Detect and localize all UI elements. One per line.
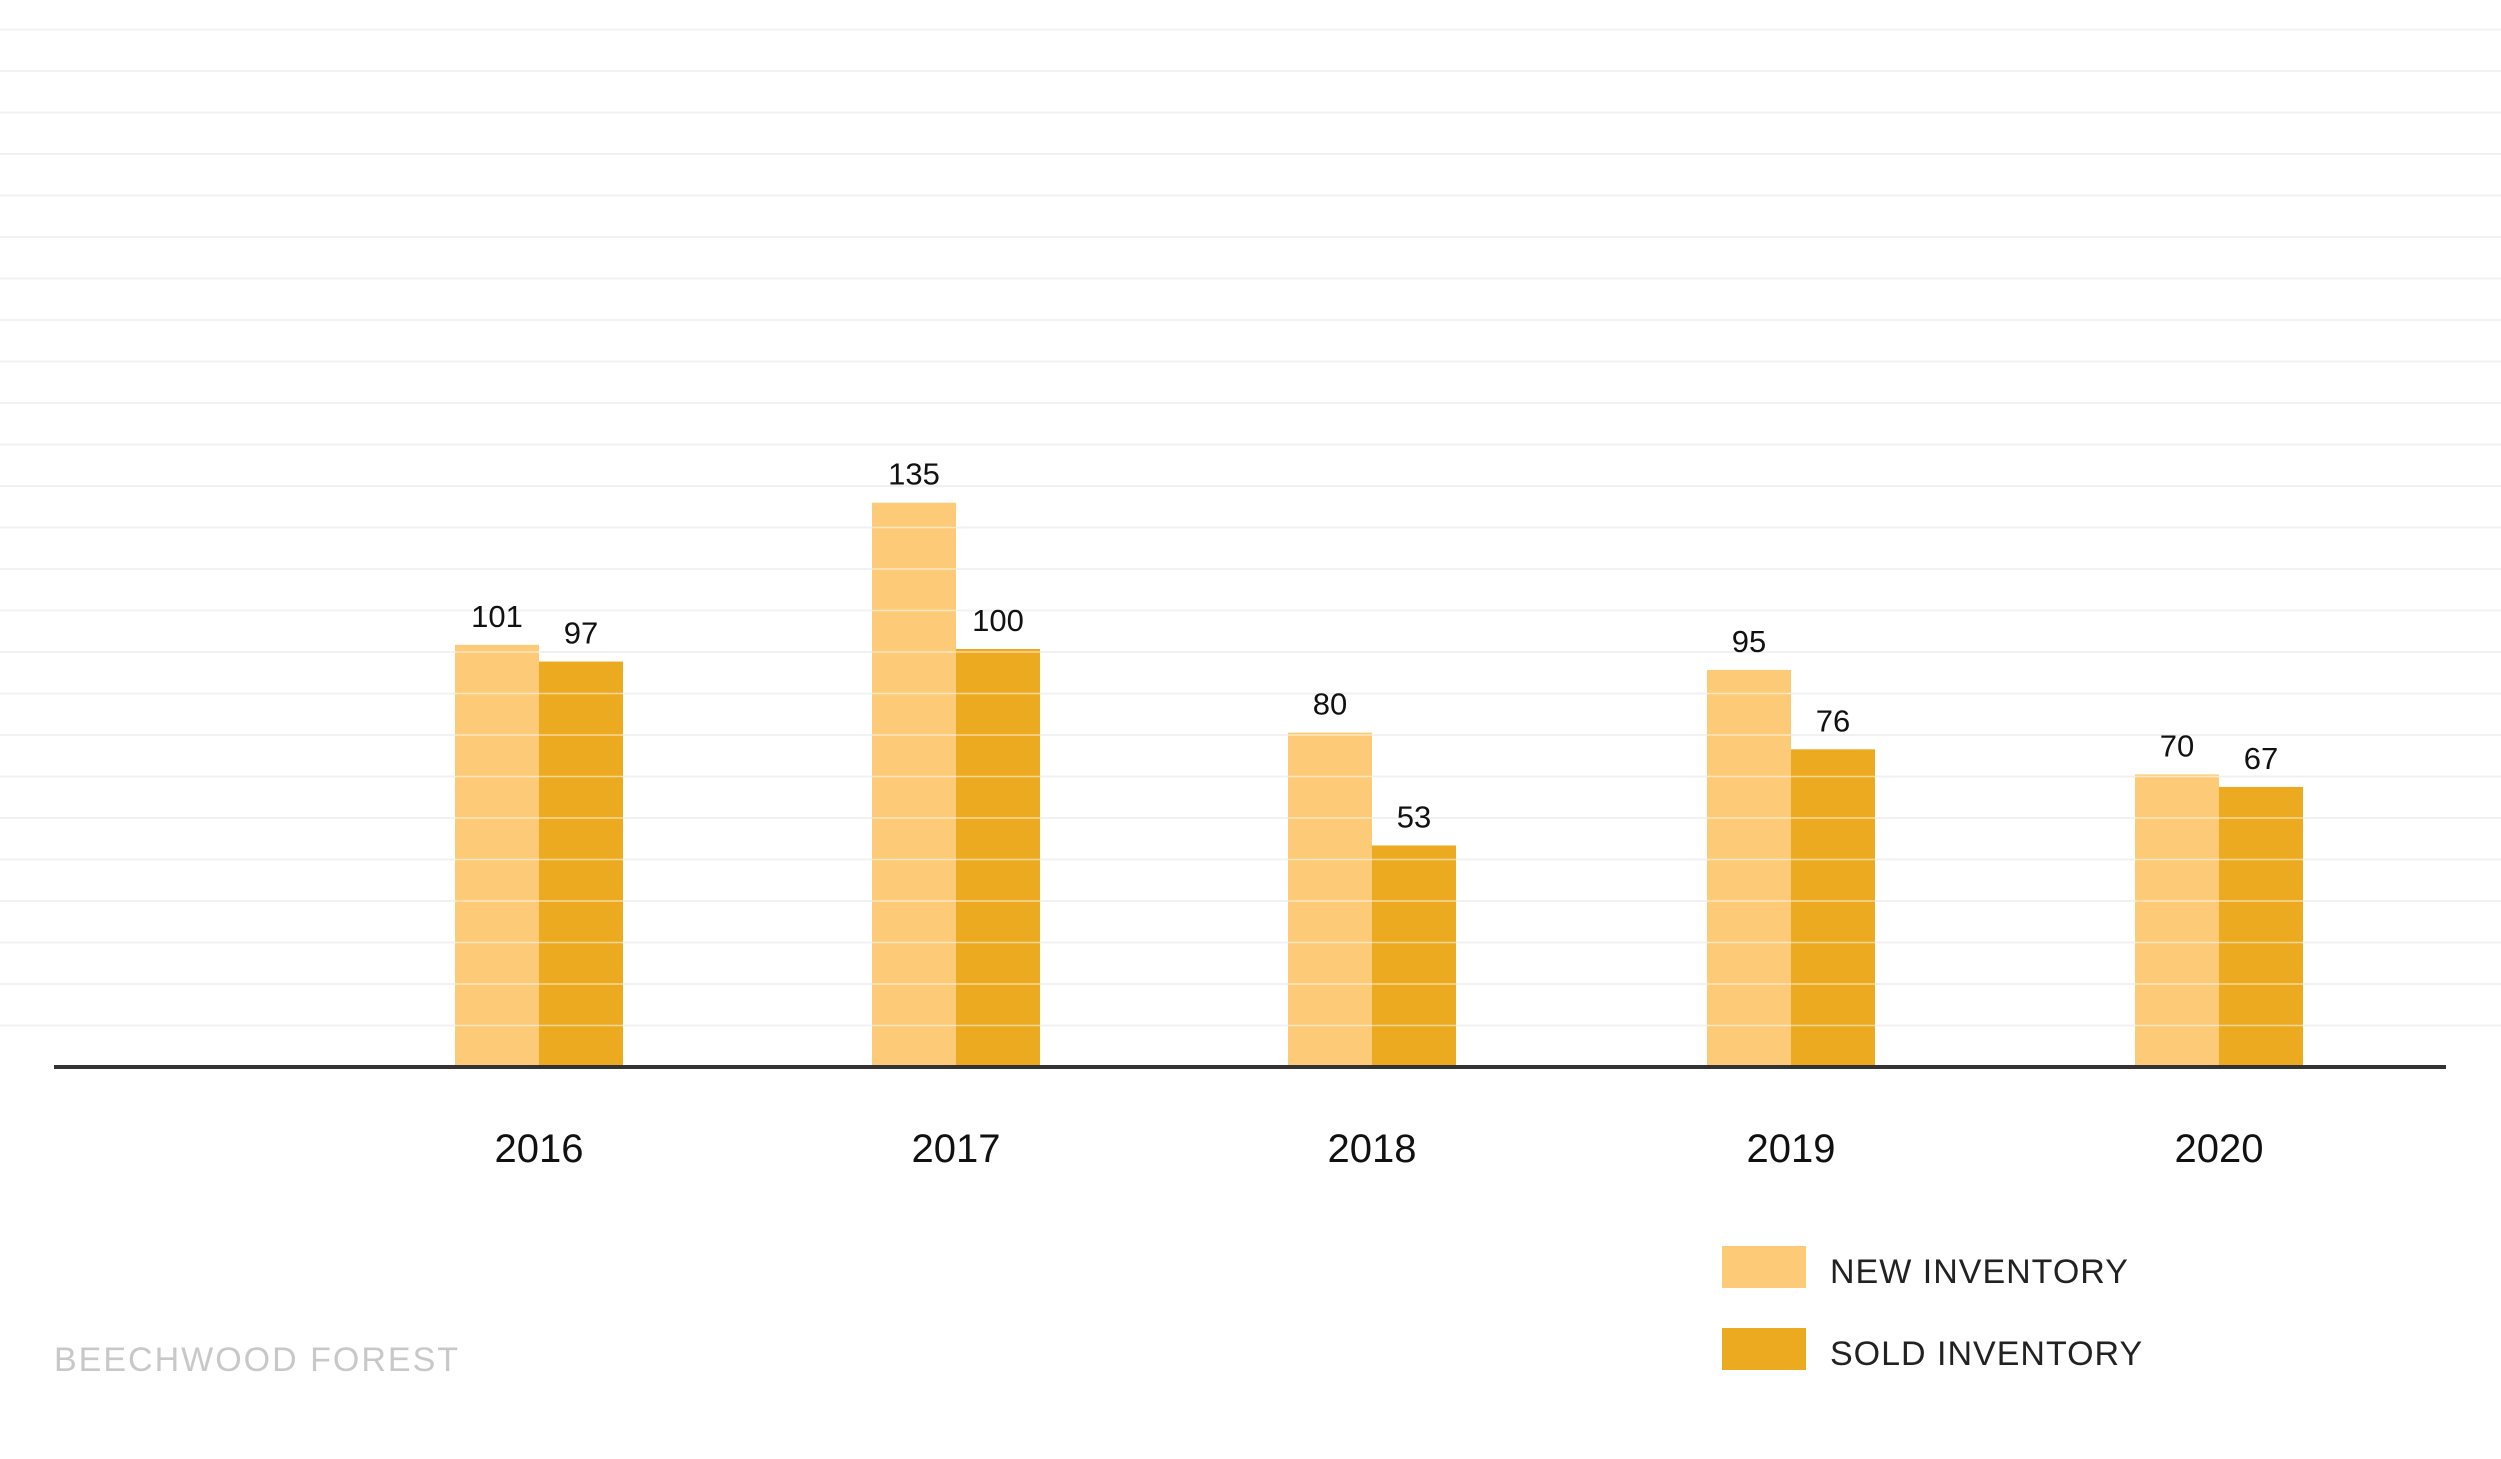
x-tick-label-2018: 2018 — [1328, 1127, 1417, 1171]
x-tick-labels: 2016 2017 2018 2019 2020 — [495, 1127, 2264, 1171]
bar-new-2020 — [2135, 774, 2219, 1067]
x-tick-label-2017: 2017 — [912, 1127, 1001, 1171]
value-label-sold-2017: 100 — [972, 603, 1024, 638]
x-tick-label-2020: 2020 — [2175, 1127, 2264, 1171]
legend-swatch-new — [1722, 1246, 1806, 1288]
bar-new-2017 — [872, 502, 956, 1067]
bar-sold-2020 — [2219, 786, 2303, 1067]
legend-label-sold: SOLD INVENTORY — [1830, 1335, 2143, 1373]
bar-sold-2019 — [1791, 749, 1875, 1067]
legend-label-new: NEW INVENTORY — [1830, 1253, 2129, 1291]
x-tick-label-2019: 2019 — [1747, 1127, 1836, 1171]
value-labels: 101 97 135 100 80 53 95 76 70 67 — [471, 457, 2278, 835]
value-label-sold-2018: 53 — [1397, 799, 1431, 834]
watermark-text: BEECHWOOD FOREST — [54, 1341, 460, 1379]
bar-new-2019 — [1707, 669, 1791, 1067]
value-label-sold-2016: 97 — [564, 616, 598, 651]
bars — [455, 502, 2303, 1067]
bar-sold-2016 — [539, 661, 623, 1067]
bar-new-2016 — [455, 644, 539, 1067]
value-label-new-2019: 95 — [1732, 624, 1766, 659]
value-label-new-2020: 70 — [2160, 728, 2194, 763]
value-label-sold-2019: 76 — [1816, 703, 1850, 738]
x-tick-label-2016: 2016 — [495, 1127, 584, 1171]
bar-new-2018 — [1288, 732, 1372, 1067]
legend: NEW INVENTORY SOLD INVENTORY — [1722, 1246, 2143, 1373]
value-label-new-2018: 80 — [1313, 687, 1347, 722]
bar-sold-2018 — [1372, 845, 1456, 1067]
value-label-new-2017: 135 — [888, 457, 940, 492]
value-label-sold-2020: 67 — [2244, 741, 2278, 776]
bar-separators — [455, 526, 2303, 1027]
legend-swatch-sold — [1722, 1328, 1806, 1370]
gridlines — [0, 28, 2501, 1027]
value-label-new-2016: 101 — [471, 599, 523, 634]
bar-sold-2017 — [956, 649, 1040, 1067]
